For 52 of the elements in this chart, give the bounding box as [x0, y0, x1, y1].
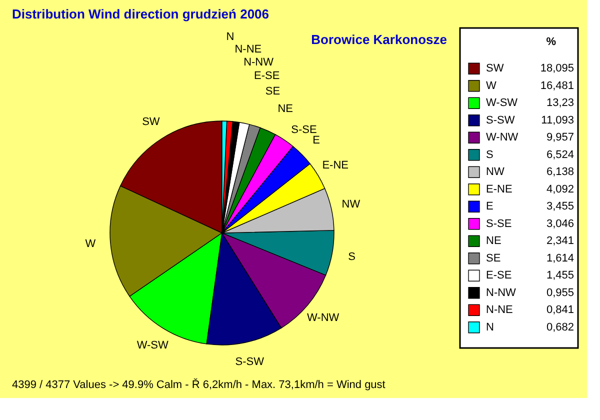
legend-label: NW: [486, 166, 505, 178]
slice-label: E-NE: [322, 159, 348, 172]
legend-label: N: [486, 321, 494, 334]
category-label: N: [226, 31, 234, 44]
legend-label: N-NE: [486, 304, 513, 316]
data-label: 6,524: [546, 148, 574, 161]
chart-subtitle: Borowice Karkonosze: [311, 32, 447, 47]
data-label: 11,093: [541, 114, 574, 126]
chart-title: Distribution Wind direction grudzień 2006: [12, 6, 270, 22]
legend-label: SW: [486, 62, 504, 75]
data-label: 0,841: [546, 304, 574, 316]
slice-label: S-SE: [291, 124, 317, 136]
slice-label: W-NW: [306, 312, 340, 324]
data-label: 1,614: [546, 252, 574, 264]
legend-label: S-SW: [486, 114, 516, 126]
legend-label: SE: [486, 252, 501, 264]
legend-label: W-NW: [486, 132, 519, 144]
slice-label: NE: [278, 102, 293, 115]
data-label: 3,455: [546, 200, 574, 213]
legend-label: E: [486, 200, 494, 213]
data-label: 1,455: [546, 270, 574, 282]
data-label: 0,682: [546, 321, 574, 334]
legend-label: S: [486, 148, 494, 161]
data-label: 16,481: [540, 80, 574, 92]
slice-label: SE: [265, 86, 280, 98]
data-label: 0,955: [546, 286, 574, 299]
legend-label: N-NW: [486, 286, 517, 299]
legend-label: NE: [486, 235, 502, 248]
data-label: 9,957: [546, 132, 574, 144]
data-label: 6,138: [546, 166, 574, 178]
slice-label: E: [312, 134, 320, 147]
slice-label: S-SW: [235, 356, 265, 368]
legend-label: W: [486, 80, 497, 92]
slice-label: SW: [142, 116, 160, 128]
legend-label: W-SW: [486, 97, 518, 110]
legend-label: S-SE: [486, 218, 512, 230]
category-label: N-NW: [244, 56, 274, 68]
data-label: 18,095: [540, 62, 574, 75]
legend-label: E-SE: [486, 270, 512, 282]
slice-label: W-SW: [136, 339, 170, 352]
data-label: 3,046: [546, 218, 574, 230]
data-label: 13,23: [546, 97, 574, 110]
legend-title: %: [546, 36, 556, 48]
category-label: N-NE: [234, 43, 262, 56]
legend-label: E-NE: [486, 183, 512, 196]
data-label: 2,341: [546, 235, 574, 248]
slice-label: NW: [342, 198, 361, 211]
text: 4399 / 4377 Values -> 49.9% Calm - Ř 6,2km/h - Max. 73,1km/h = Wind gust: [12, 378, 386, 391]
data-label: 4,092: [546, 183, 574, 196]
slice-label: W: [85, 238, 96, 250]
category-label: E-SE: [254, 70, 280, 82]
slice-label: S: [348, 250, 356, 263]
